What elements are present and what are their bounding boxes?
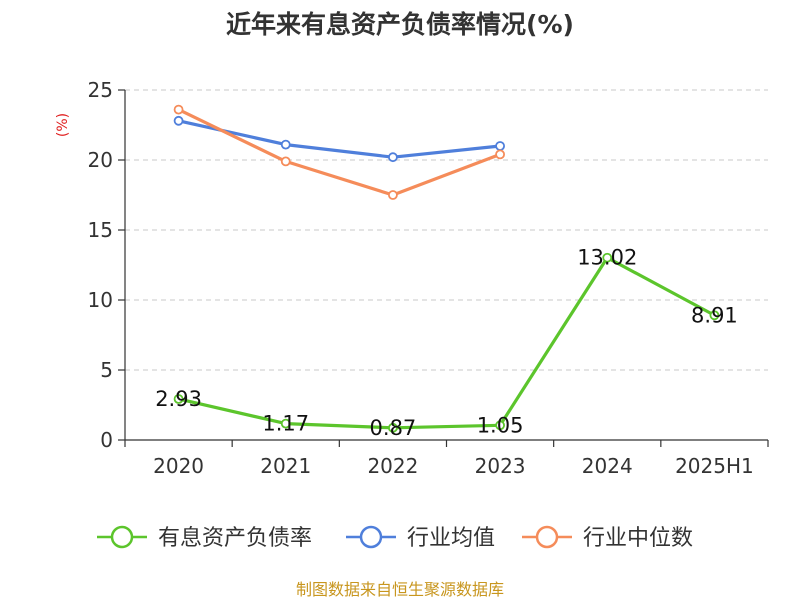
legend-label: 行业中位数	[583, 526, 693, 551]
y-tick-label: 15	[88, 218, 113, 242]
data-label: 1.17	[262, 412, 309, 436]
series-layer	[173, 104, 720, 433]
x-tick-label: 2021	[260, 454, 311, 478]
data-point	[495, 149, 505, 160]
y-axis-unit-label: (%)	[55, 113, 71, 137]
data-point	[173, 115, 184, 126]
legend-marker-icon	[359, 525, 383, 549]
series-0	[173, 252, 720, 433]
data-point	[495, 141, 505, 151]
x-tick-label: 2022	[367, 454, 418, 478]
x-tick-label: 2023	[475, 454, 526, 478]
legend-item[interactable]: 行业均值	[346, 525, 495, 551]
axes: 0 5 10 15 20 25 2020 2021 2022 2023 2024 2025H1	[88, 78, 769, 478]
x-tick-label: 2025H1	[675, 454, 754, 478]
data-point	[388, 422, 398, 433]
gridlines	[125, 89, 768, 371]
y-tick-label: 25	[88, 78, 113, 102]
x-tick-label: 2024	[582, 454, 633, 478]
data-point	[388, 152, 398, 163]
series-line	[176, 256, 717, 430]
data-label: 8.91	[691, 303, 738, 327]
data-point	[173, 104, 184, 115]
series-line	[176, 119, 502, 159]
y-tick-label: 5	[100, 358, 113, 382]
data-point	[495, 420, 505, 431]
data-label: 1.05	[477, 413, 524, 437]
data-point	[173, 394, 184, 404]
legend-marker-icon	[535, 525, 559, 549]
legend: 有息资产负债率 行业均值 行业中位数	[97, 525, 693, 551]
data-label: 2.93	[155, 387, 202, 411]
data-point	[709, 310, 720, 321]
legend-label: 行业均值	[407, 526, 495, 551]
legend-item[interactable]: 行业中位数	[522, 525, 693, 551]
legend-label: 有息资产负债率	[158, 526, 312, 551]
chart-title: 近年来有息资产负债率情况(%)	[226, 10, 574, 39]
series-line	[176, 107, 502, 197]
data-point	[602, 252, 613, 263]
y-tick-label: 0	[100, 428, 113, 452]
data-label: 0.87	[370, 416, 417, 440]
data-point	[280, 156, 291, 167]
legend-item[interactable]: 有息资产负债率	[97, 525, 312, 551]
y-tick-label: 20	[88, 148, 113, 172]
series-1	[173, 115, 505, 163]
data-source: 制图数据来自恒生聚源数据库	[296, 580, 504, 599]
legend-marker-icon	[110, 525, 134, 549]
data-point	[280, 418, 291, 429]
x-tick-label: 2020	[153, 454, 204, 478]
series-2	[173, 104, 505, 200]
data-point	[388, 190, 398, 200]
y-tick-label: 10	[88, 288, 113, 312]
data-labels: 2.93 1.17 0.87 1.05 13.02 8.91	[155, 246, 738, 440]
data-point	[280, 139, 291, 150]
data-label: 13.02	[577, 246, 637, 270]
